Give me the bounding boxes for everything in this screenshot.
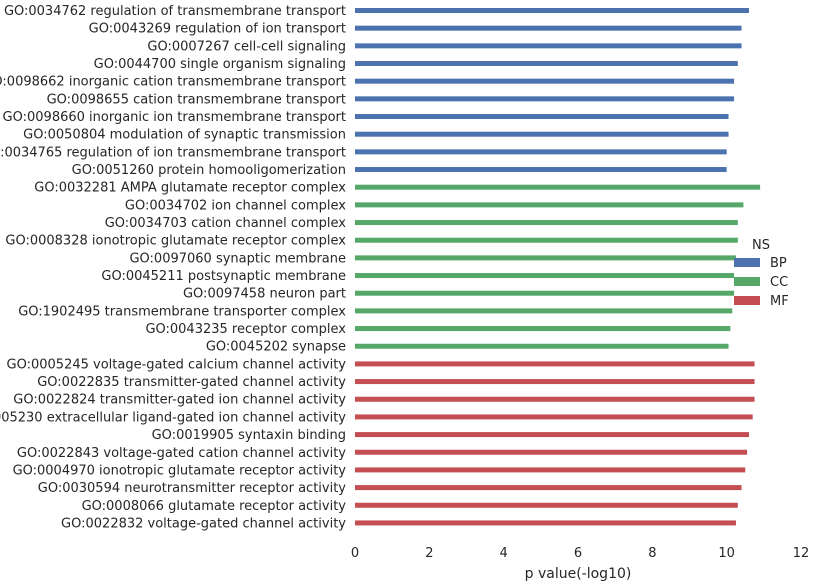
category-label: GO:0032281 AMPA glutamate receptor compl…: [34, 181, 346, 196]
bar-cc: [355, 237, 738, 243]
x-tick-label: 4: [500, 546, 508, 561]
category-label: GO:0045202 synapse: [206, 340, 346, 355]
bar-mf: [355, 432, 749, 438]
bar-cc: [355, 326, 731, 332]
x-tick-label: 8: [648, 546, 656, 561]
legend-title: NS: [752, 238, 770, 253]
bar-cc: [355, 184, 761, 190]
bar-cc: [355, 255, 736, 261]
bar-bp: [355, 61, 738, 67]
bar-mf: [355, 449, 748, 455]
category-labels: GO:0034762 regulation of transmembrane t…: [0, 4, 346, 531]
category-label: GO:0004970 ionotropic glutamate receptor…: [13, 463, 347, 478]
legend-swatch-mf: [734, 296, 760, 305]
category-label: GO:0098662 inorganic cation transmembran…: [0, 75, 346, 90]
category-label: GO:0098655 cation transmembrane transpor…: [47, 92, 346, 107]
category-label: GO:0008066 glutamate receptor activity: [82, 499, 347, 514]
category-label: GO:0097060 synaptic membrane: [129, 251, 346, 266]
category-label: GO:0008328 ionotropic glutamate receptor…: [5, 234, 346, 249]
category-label: GO:0034703 cation channel complex: [105, 216, 347, 231]
bar-bp: [355, 43, 742, 49]
category-label: GO:0034702 ion channel complex: [125, 198, 346, 213]
bar-cc: [355, 220, 738, 226]
category-label: GO:0034765 regulation of ion transmembra…: [0, 145, 346, 160]
bar-mf: [355, 520, 736, 526]
category-label: GO:0007267 cell-cell signaling: [147, 39, 346, 54]
legend-swatch-bp: [734, 258, 760, 267]
legend-label-cc: CC: [770, 275, 788, 290]
category-label: GO:0044700 single organism signaling: [94, 57, 346, 72]
bar-bp: [355, 25, 742, 31]
x-axis-ticks: 0 2 4 6 8 10 12: [351, 546, 809, 561]
category-label: GO:0043235 receptor complex: [145, 322, 346, 337]
category-label: GO:0051260 protein homooligomerization: [72, 163, 346, 178]
category-label: GO:0045211 postsynaptic membrane: [101, 269, 346, 284]
bar-cc: [355, 343, 729, 349]
legend-label-bp: BP: [770, 256, 787, 271]
bar-mf: [355, 502, 738, 508]
bar-bp: [355, 131, 729, 137]
bar-mf: [355, 485, 742, 491]
category-label: GO:0034762 regulation of transmembrane t…: [4, 4, 346, 19]
bar-mf: [355, 414, 753, 420]
category-label: GO:0050804 modulation of synaptic transm…: [23, 128, 346, 143]
bar-bp: [355, 96, 735, 102]
category-label: GO:0022835 transmitter-gated channel act…: [37, 375, 346, 390]
bar-bp: [355, 8, 749, 13]
bar-bp: [355, 114, 729, 120]
x-tick-label: 10: [718, 546, 735, 561]
category-label: GO:0022843 voltage-gated cation channel …: [17, 446, 346, 461]
category-label: GO:0005245 voltage-gated calcium channel…: [7, 357, 347, 372]
category-label: GO:1902495 transmembrane transporter com…: [18, 304, 346, 319]
bar-cc: [355, 290, 735, 296]
category-label: GO:0030594 neurotransmitter receptor act…: [38, 481, 347, 496]
x-axis-title: p value(-log10): [525, 566, 632, 582]
bar-bp: [355, 78, 735, 84]
legend: NS BP CC MF: [734, 238, 789, 309]
legend-label-mf: MF: [770, 294, 789, 309]
category-label: GO:0097458 neuron part: [183, 287, 346, 302]
bar-mf: [355, 361, 755, 367]
category-label: GO:0043269 regulation of ion transport: [89, 22, 346, 37]
category-label: GO:0019905 syntaxin binding: [152, 428, 346, 443]
bar-mf: [355, 379, 755, 385]
legend-swatch-cc: [734, 277, 760, 286]
bar-bp: [355, 149, 727, 155]
x-tick-label: 2: [425, 546, 433, 561]
category-label: GO:0005230 extracellular ligand-gated io…: [0, 410, 346, 425]
category-label: GO:0022832 voltage-gated channel activit…: [61, 516, 346, 531]
bar-mf: [355, 396, 755, 402]
x-tick-label: 6: [574, 546, 582, 561]
category-label: GO:0098660 inorganic ion transmembrane t…: [3, 110, 346, 125]
bar-cc: [355, 202, 744, 208]
bars-layer: [355, 8, 761, 526]
x-tick-label: 0: [351, 546, 359, 561]
bar-bp: [355, 167, 727, 173]
bar-cc: [355, 273, 735, 279]
bar-mf: [355, 467, 746, 473]
x-tick-label: 12: [793, 546, 810, 561]
bar-cc: [355, 308, 733, 314]
category-label: GO:0022824 transmitter-gated ion channel…: [13, 393, 346, 408]
